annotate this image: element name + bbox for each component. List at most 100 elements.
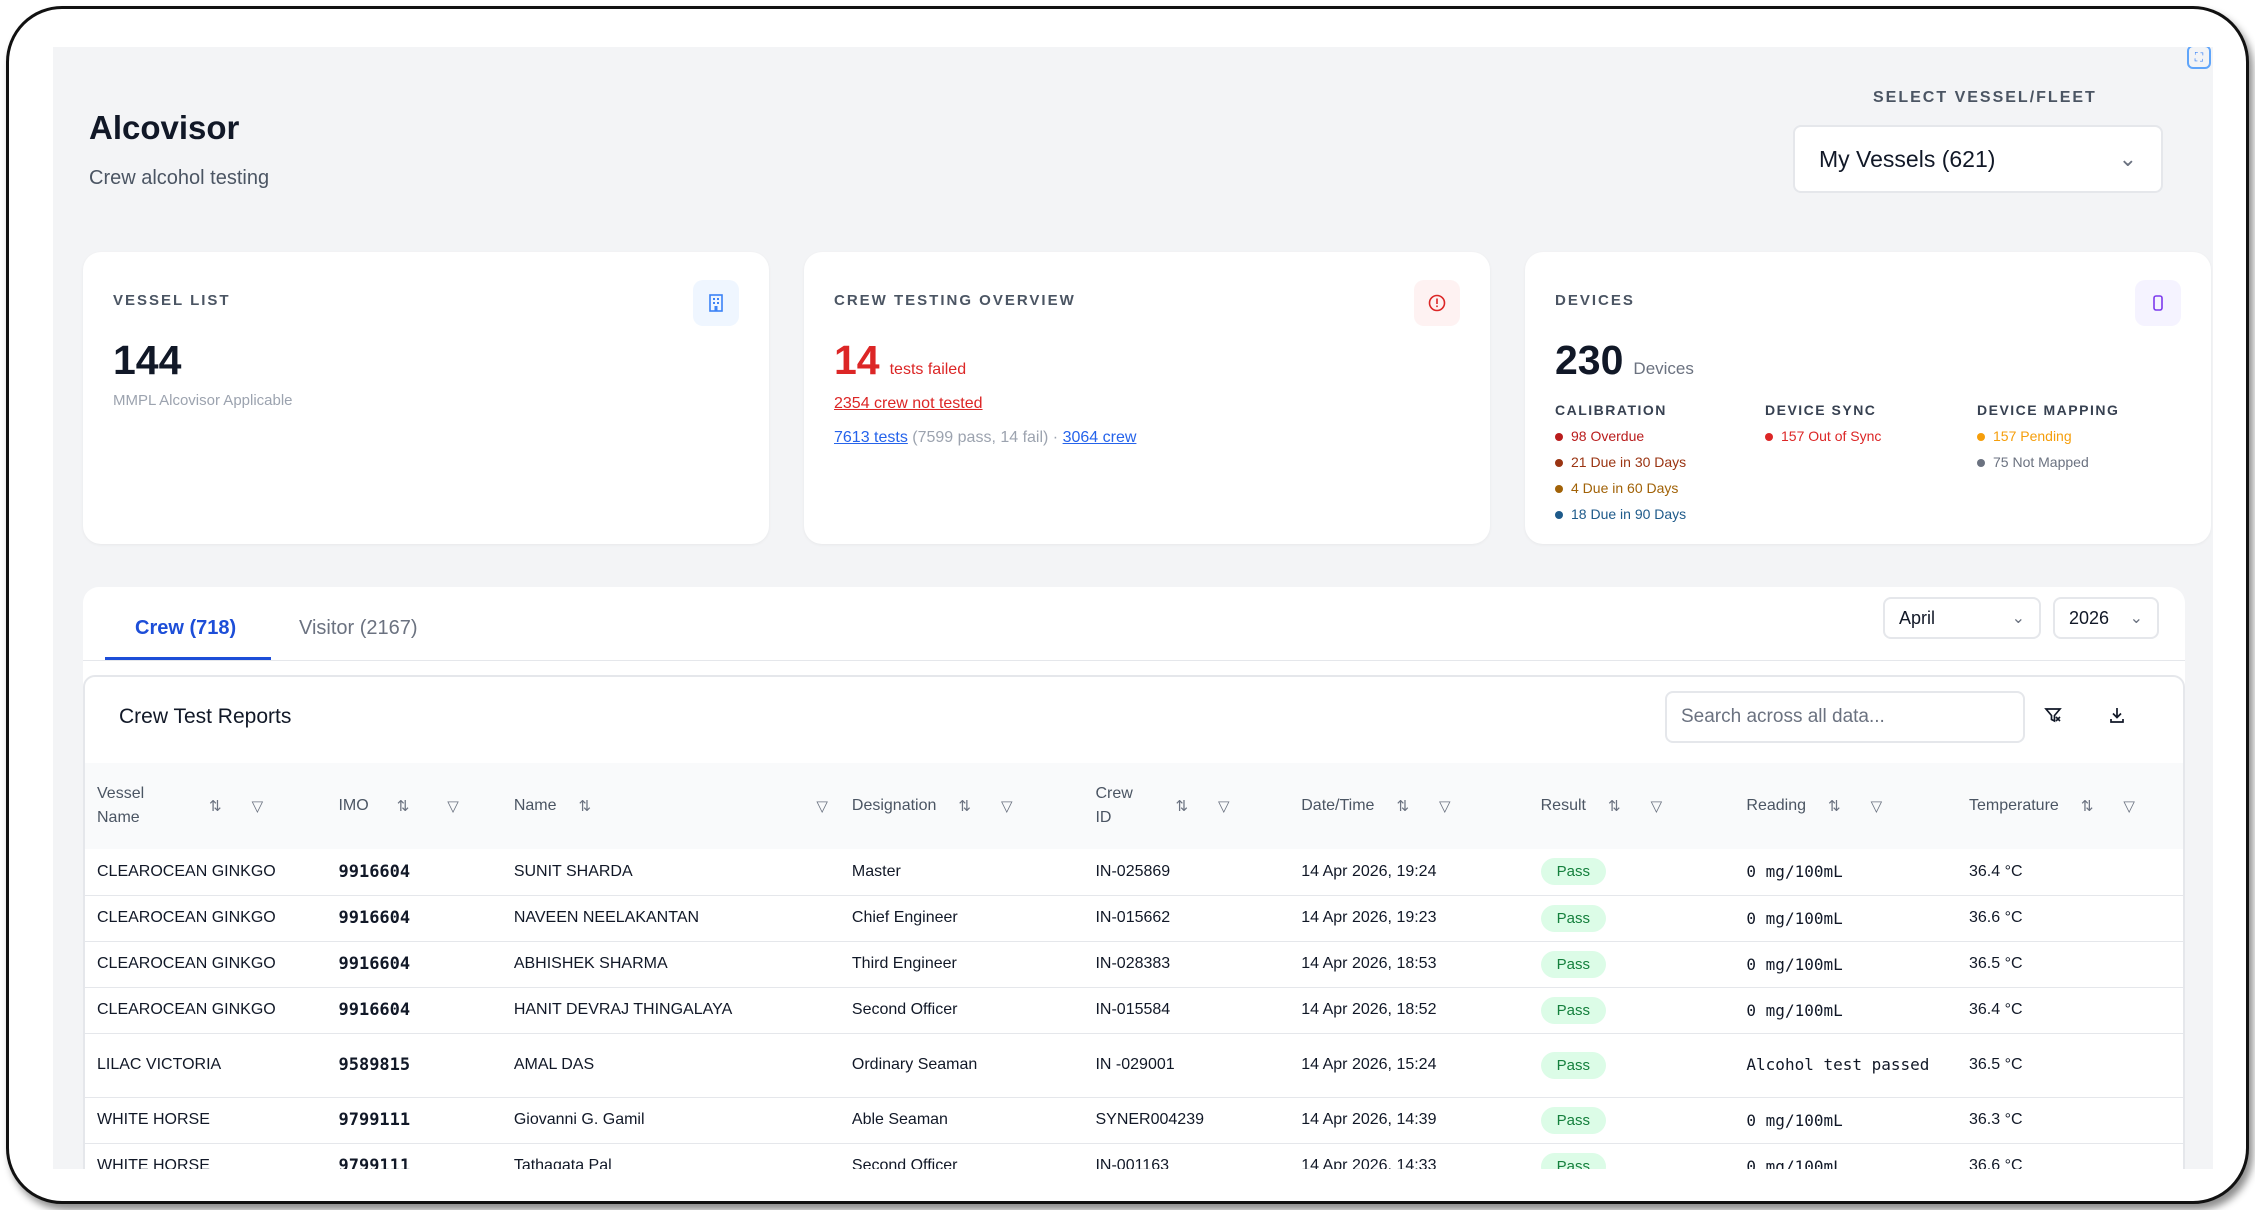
column-header[interactable]: Reading ⇅ ▽ [1746, 797, 1883, 815]
table-row[interactable]: WHITE HORSE 9799111 Tathagata Pal Second… [85, 1143, 2183, 1170]
pass-badge: Pass [1540, 904, 1606, 932]
device-frame: ⛶ Alcovisor Crew alcohol testing SELECT … [6, 6, 2249, 1204]
failed-label: tests failed [889, 361, 967, 378]
cell-reading: 0 mg/100mL [1746, 862, 1843, 882]
sort-icon: ⇅ [396, 798, 410, 815]
pass-badge: Pass [1540, 858, 1606, 886]
cell-reading: 0 mg/100mL [1746, 1156, 1843, 1170]
column-header[interactable]: Vessel Name ⇅ ▽ [97, 785, 264, 826]
pass-badge: Pass [1540, 1051, 1606, 1079]
filter-icon: ▽ [2123, 798, 2135, 815]
cell-vessel: CLEAROCEAN GINKGO [97, 955, 276, 972]
crew-testing-card[interactable]: CREW TESTING OVERVIEW 14 tests failed 23… [804, 252, 1490, 544]
vessel-count: 144 [113, 337, 182, 383]
filter-icon: ▽ [816, 798, 828, 815]
failed-count: 14 [834, 337, 880, 383]
tab-crew[interactable]: Crew (718) [135, 617, 237, 639]
month-select-value: April [1899, 607, 1936, 628]
device-mapping-column: DEVICE MAPPING 157 Pending 75 Not Mapped [1977, 402, 2119, 480]
column-header[interactable]: Result ⇅ ▽ [1540, 797, 1663, 815]
vessel-fleet-select[interactable]: My Vessels (621) ⌄ [1793, 125, 2163, 193]
crew-reports-table: Vessel Name ⇅ ▽ IMO ⇅ ▽ Name ⇅ ▽ Designation ⇅ ▽… [85, 763, 2183, 1170]
devices-card[interactable]: DEVICES 230 Devices CALIBRATION 98 Overd… [1525, 252, 2211, 544]
column-header[interactable]: IMO ⇅ ▽ [338, 797, 459, 815]
filter-icon: ▽ [251, 798, 264, 815]
cell-designation: Second Officer [851, 1157, 958, 1169]
sort-icon: ⇅ [958, 798, 971, 815]
tests-detail: (7599 pass, 14 fail) · [912, 429, 1059, 446]
device-sync-item[interactable]: 157 Out of Sync [1765, 428, 1881, 444]
cell-imo: 9589815 [338, 1055, 411, 1075]
cell-name: ABHISHEK SHARMA [513, 955, 668, 972]
cell-result: Pass [1529, 1033, 1735, 1097]
column-header[interactable]: Temperature ⇅ ▽ [1968, 797, 2135, 815]
cell-imo: 9916604 [338, 908, 411, 928]
cell-vessel: CLEAROCEAN GINKGO [97, 862, 276, 880]
cell-designation: Chief Engineer [851, 909, 958, 926]
cell-crew-id: IN-025869 [1095, 862, 1171, 880]
tests-link[interactable]: 7613 tests [834, 429, 908, 446]
cell-name: AMAL DAS [513, 1056, 595, 1073]
pass-badge: Pass [1540, 996, 1606, 1024]
table-row[interactable]: CLEAROCEAN GINKGO 9916604 SUNIT SHARDA M… [85, 849, 2183, 895]
table-row[interactable]: CLEAROCEAN GINKGO 9916604 NAVEEN NEELAKA… [85, 895, 2183, 941]
sort-icon: ⇅ [578, 798, 592, 815]
column-header[interactable]: Date/Time ⇅ ▽ [1301, 797, 1451, 815]
cell-imo: 9916604 [338, 954, 411, 974]
cell-datetime: 14 Apr 2026, 15:24 [1301, 1056, 1437, 1073]
cell-vessel: CLEAROCEAN GINKGO [97, 1001, 276, 1018]
table-row[interactable]: CLEAROCEAN GINKGO 9916604 HANIT DEVRAJ T… [85, 987, 2183, 1033]
cell-name: NAVEEN NEELAKANTAN [513, 909, 700, 926]
calibration-item[interactable]: 98 Overdue [1555, 428, 1686, 444]
tab-visitor[interactable]: Visitor (2167) [299, 617, 418, 639]
table-row[interactable]: CLEAROCEAN GINKGO 9916604 ABHISHEK SHARM… [85, 941, 2183, 987]
filter-icon: ▽ [1000, 798, 1013, 815]
table-row[interactable]: LILAC VICTORIA 9589815 AMAL DAS Ordinary… [85, 1033, 2183, 1097]
sort-icon: ⇅ [2080, 798, 2094, 815]
cell-imo: 9916604 [338, 861, 411, 882]
year-select-value: 2026 [2069, 607, 2110, 628]
vessel-list-card[interactable]: VESSEL LIST 144 MMPL Alcovisor Applicabl… [83, 252, 769, 544]
cell-temperature: 36.5 °C [1968, 1056, 2023, 1073]
column-header[interactable]: Name ⇅ ▽ [513, 797, 828, 815]
cell-temperature: 36.6 °C [1968, 1157, 2023, 1169]
search-placeholder: Search across all data... [1681, 706, 1885, 727]
table-header-row: Vessel Name ⇅ ▽ IMO ⇅ ▽ Name ⇅ ▽ Designation ⇅ ▽… [85, 763, 2183, 849]
filter-icon: ▽ [1439, 798, 1451, 815]
year-select[interactable]: 2026 ⌄ [2053, 597, 2159, 639]
device-mapping-item[interactable]: 157 Pending [1977, 428, 2119, 444]
table-row[interactable]: WHITE HORSE 9799111 Giovanni G. Gamil Ab… [85, 1097, 2183, 1143]
search-input[interactable]: Search across all data... [1665, 691, 2025, 743]
chevron-down-icon: ⌄ [2118, 146, 2137, 171]
filter-icon: ▽ [447, 798, 459, 815]
calibration-column: CALIBRATION 98 Overdue 21 Due in 30 Days… [1555, 402, 1686, 532]
sort-icon: ⇅ [209, 798, 222, 815]
cell-datetime: 14 Apr 2026, 14:33 [1301, 1157, 1437, 1169]
cell-name: SUNIT SHARDA [513, 862, 633, 880]
clear-filter-icon[interactable] [2043, 705, 2063, 731]
tests-summary: 7613 tests (7599 pass, 14 fail) · 3064 c… [834, 429, 1136, 447]
cell-imo: 9799111 [338, 1110, 411, 1130]
device-count: 230 [1555, 337, 1624, 383]
column-header[interactable]: Crew ID ⇅ ▽ [1095, 785, 1230, 826]
cell-reading: Alcohol test passed [1746, 1055, 1930, 1074]
device-mapping-item[interactable]: 75 Not Mapped [1977, 454, 2119, 470]
cell-vessel: CLEAROCEAN GINKGO [97, 909, 276, 926]
download-icon[interactable] [2107, 705, 2127, 731]
cell-reading: 0 mg/100mL [1746, 908, 1843, 928]
calibration-item[interactable]: 21 Due in 30 Days [1555, 454, 1686, 470]
month-select[interactable]: April ⌄ [1883, 597, 2041, 639]
device-icon [2135, 280, 2181, 326]
cell-name: Tathagata Pal [513, 1157, 612, 1169]
column-header[interactable]: Designation ⇅ ▽ [851, 797, 1013, 815]
cell-vessel: WHITE HORSE [97, 1111, 210, 1128]
crew-link[interactable]: 3064 crew [1062, 429, 1137, 446]
calibration-item[interactable]: 18 Due in 90 Days [1555, 506, 1686, 522]
device-sync-column: DEVICE SYNC 157 Out of Sync [1765, 402, 1881, 454]
cell-imo: 9916604 [338, 1000, 411, 1020]
crew-not-tested-link[interactable]: 2354 crew not tested [834, 395, 983, 412]
expand-icon[interactable]: ⛶ [2187, 47, 2211, 69]
cell-imo: 9799111 [338, 1156, 411, 1169]
calibration-item[interactable]: 4 Due in 60 Days [1555, 480, 1686, 496]
cell-temperature: 36.5 °C [1968, 955, 2023, 972]
